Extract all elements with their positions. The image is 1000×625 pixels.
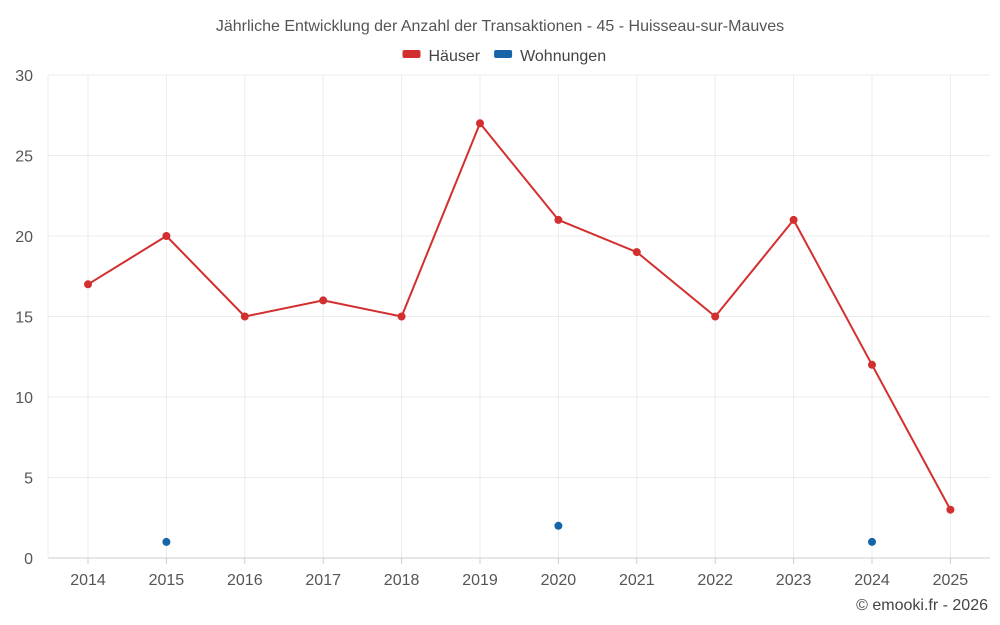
credit-text: © emooki.fr - 2026 (856, 597, 988, 614)
x-tick-label: 2017 (305, 572, 341, 589)
data-point (868, 537, 876, 546)
data-point (711, 312, 720, 321)
x-tick-label: 2025 (933, 572, 969, 589)
x-tick-label: 2015 (149, 572, 185, 589)
data-point (554, 521, 563, 530)
series-layer (84, 119, 955, 546)
legend: Häuser Wohnungen (402, 48, 606, 65)
data-point (240, 312, 249, 321)
x-tick-label: 2018 (384, 572, 420, 589)
x-tick-label: 2019 (462, 572, 498, 589)
x-tick-label: 2014 (70, 572, 106, 589)
legend-label: Wohnungen (520, 48, 606, 65)
data-point (632, 248, 641, 257)
data-point (162, 537, 171, 546)
series-line (87, 122, 952, 511)
series-2 (162, 521, 876, 546)
data-point (319, 296, 328, 305)
x-tick-label: 2021 (619, 572, 655, 589)
data-point (868, 360, 876, 369)
data-point (84, 280, 92, 289)
chart-title: Jährliche Entwicklung der Anzahl der Tra… (216, 18, 784, 35)
data-point (162, 232, 171, 240)
y-tick-label: 15 (15, 310, 33, 327)
legend-item: Häuser (402, 48, 481, 65)
y-tick-label: 5 (24, 471, 33, 488)
y-tick-label: 30 (15, 68, 33, 85)
x-tick-label: 2020 (541, 572, 577, 589)
y-tick-label: 20 (15, 229, 33, 246)
data-point (554, 215, 563, 224)
data-point (789, 215, 798, 224)
x-tick-label: 2016 (227, 572, 263, 589)
data-point (476, 119, 484, 128)
legend-label: Häuser (429, 48, 481, 65)
y-tick-label: 25 (15, 149, 33, 166)
grid (48, 74, 990, 558)
data-point (946, 505, 955, 514)
legend-item: Wohnungen (494, 48, 606, 65)
y-tick-label: 10 (15, 390, 33, 407)
x-tick-label: 2022 (697, 572, 733, 589)
x-tick-label: 2024 (854, 572, 890, 589)
y-tick-label: 0 (24, 551, 33, 568)
series-1 (84, 119, 955, 514)
legend-swatch (494, 50, 513, 58)
x-tick-label: 2023 (776, 572, 812, 589)
data-point (397, 312, 406, 321)
legend-swatch (402, 50, 421, 58)
